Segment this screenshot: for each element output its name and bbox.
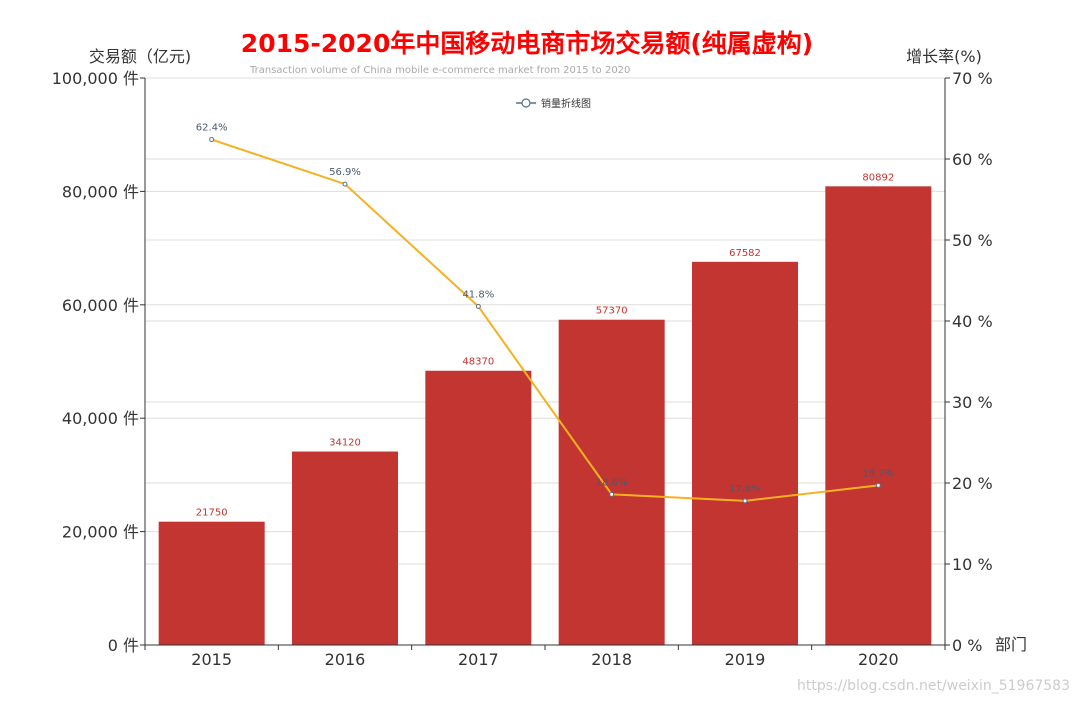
line-data-label: 41.8% bbox=[462, 289, 494, 300]
legend[interactable]: 销量折线图 bbox=[516, 97, 591, 110]
y-tick-label: 0 件 bbox=[108, 636, 139, 655]
bar bbox=[158, 521, 265, 645]
x-tick-label: 2016 bbox=[325, 650, 366, 669]
line-data-label: 62.4% bbox=[196, 123, 228, 134]
y2-tick-label: 70 % bbox=[952, 69, 993, 88]
y-tick-label: 80,000 件 bbox=[62, 182, 139, 201]
bar-data-label: 21750 bbox=[196, 508, 228, 519]
chart-title: 2015-2020年中国移动电商市场交易额(纯属虚构) bbox=[241, 29, 813, 58]
y2-tick-label: 40 % bbox=[952, 312, 993, 331]
line-data-label: 56.9% bbox=[329, 167, 361, 178]
y2-tick-label: 10 % bbox=[952, 555, 993, 574]
bar-data-label: 80892 bbox=[862, 172, 894, 183]
x-axis-label: 部门 bbox=[995, 635, 1027, 654]
line-point bbox=[342, 181, 348, 187]
growth-line bbox=[211, 138, 879, 502]
bar bbox=[558, 319, 665, 645]
bar bbox=[692, 261, 798, 645]
x-tick-label: 2015 bbox=[191, 650, 232, 669]
x-tick-label: 2020 bbox=[858, 650, 899, 669]
chart-subtitle: Transaction volume of China mobile e-com… bbox=[249, 65, 630, 76]
y2-axis-label: 增长率(%) bbox=[906, 47, 982, 66]
line-point bbox=[475, 303, 481, 309]
x-tick-label: 2018 bbox=[591, 650, 632, 669]
y2-tick-label: 50 % bbox=[952, 231, 993, 250]
y-tick-label: 20,000 件 bbox=[62, 523, 139, 542]
line-point bbox=[875, 482, 881, 488]
line-point bbox=[209, 137, 215, 143]
y-tick-label: 40,000 件 bbox=[62, 409, 139, 428]
x-tick-label: 2019 bbox=[725, 650, 766, 669]
line-data-label: 18.6% bbox=[596, 477, 628, 488]
line-data-label: 17.8% bbox=[729, 484, 761, 495]
y-axis-label: 交易额（亿元) bbox=[89, 47, 191, 66]
line-point bbox=[742, 498, 748, 504]
line-data-label: 19.7% bbox=[862, 468, 894, 479]
bars: 21750 34120 48370 57370 67582 80892 bbox=[158, 172, 932, 646]
bar-data-label: 48370 bbox=[462, 357, 494, 368]
line-series: 62.4% 56.9% 41.8% 18.6% 17.8% 19.7% bbox=[196, 123, 894, 504]
y2-tick-label: 60 % bbox=[952, 150, 993, 169]
bar-data-label: 34120 bbox=[329, 438, 361, 449]
bar-data-label: 57370 bbox=[596, 306, 628, 317]
y-tick-label: 100,000 件 bbox=[52, 69, 139, 88]
axes: 0 件 20,000 件 40,000 件 60,000 件 80,000 件 100,0… bbox=[52, 69, 993, 669]
y2-tick-label: 20 % bbox=[952, 474, 993, 493]
x-tick-label: 2017 bbox=[458, 650, 499, 669]
line-point bbox=[609, 491, 615, 497]
bar bbox=[425, 370, 532, 645]
bar bbox=[292, 451, 398, 645]
legend-label: 销量折线图 bbox=[541, 97, 591, 110]
bar-data-label: 67582 bbox=[729, 248, 761, 259]
y-tick-label: 60,000 件 bbox=[62, 296, 139, 315]
bar bbox=[825, 186, 932, 646]
y2-tick-label: 0 % bbox=[952, 636, 982, 655]
y2-tick-label: 30 % bbox=[952, 393, 993, 412]
watermark: https://blog.csdn.net/weixin_51967583 bbox=[797, 678, 1070, 694]
legend-marker-icon bbox=[521, 98, 531, 108]
